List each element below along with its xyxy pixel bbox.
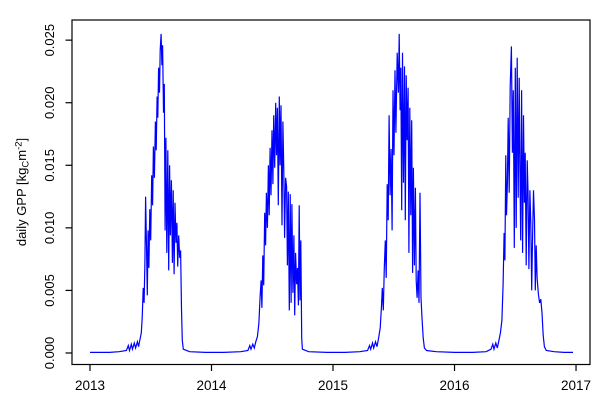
y-tick-label: 0.010: [42, 212, 57, 245]
x-tick-label: 2015: [318, 378, 348, 393]
x-tick-label: 2017: [561, 378, 591, 393]
y-axis-title: daily GPP [kgCm-2]: [14, 138, 32, 246]
y-tick-label: 0.005: [42, 274, 57, 307]
x-tick-label: 2013: [75, 378, 105, 393]
y-tick-label: 0.025: [42, 24, 57, 57]
y-tick-label: 0.000: [42, 337, 57, 370]
gpp-series-line: [90, 33, 573, 353]
y-tick-label: 0.015: [42, 149, 57, 182]
plot-border-box: [71, 19, 591, 366]
y-tick-label: 0.020: [42, 86, 57, 119]
x-tick-label: 2014: [196, 378, 227, 393]
x-tick-label: 2016: [439, 378, 469, 393]
